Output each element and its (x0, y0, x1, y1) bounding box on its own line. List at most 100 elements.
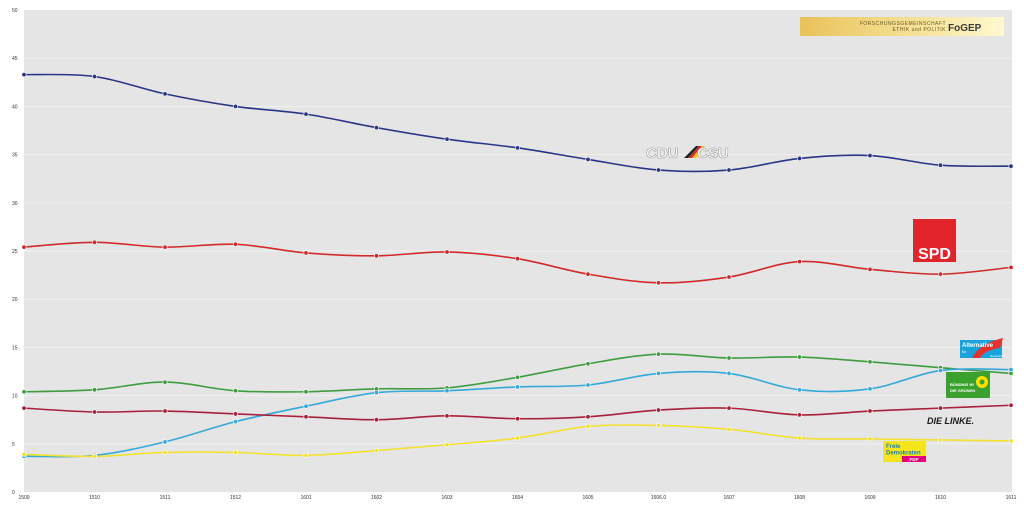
x-tick-label: 1602 (371, 495, 382, 501)
data-point (867, 153, 873, 159)
x-tick-label: 1610 (935, 495, 946, 501)
x-tick-label: 1603 (441, 495, 452, 501)
fdp-line2: Demokraten (886, 451, 921, 457)
fdp-line1: Freie (886, 444, 901, 450)
afd-line3: Deutschland (990, 354, 1007, 358)
data-point (514, 384, 520, 390)
data-point (303, 414, 309, 420)
data-point (514, 374, 520, 380)
data-point (655, 407, 661, 413)
data-point (233, 388, 239, 394)
data-point (303, 403, 309, 409)
y-tick-label: 35 (12, 153, 18, 159)
y-tick-label: 50 (12, 8, 18, 14)
data-point (514, 145, 520, 151)
y-tick-label: 5 (12, 442, 15, 448)
data-point (162, 408, 168, 414)
fdp-logo: Freie Demokraten FDP (883, 441, 926, 462)
y-tick-label: 10 (12, 394, 18, 400)
x-tick-label: 1606.0 (651, 495, 667, 501)
data-point (373, 253, 379, 259)
data-point (92, 387, 98, 393)
data-point (867, 436, 873, 442)
data-point (514, 435, 520, 441)
fogep-line2: ETHIK und POLITIK (892, 27, 946, 33)
x-tick-label: 1509 (18, 495, 29, 501)
data-point (585, 423, 591, 429)
data-point (444, 136, 450, 142)
data-point (444, 249, 450, 255)
data-point (937, 437, 943, 443)
data-point (162, 91, 168, 97)
x-tick-label: 1608 (794, 495, 805, 501)
y-tick-label: 25 (12, 249, 18, 255)
data-point (655, 370, 661, 376)
gruene-logo: BÜNDNIS 90 DIE GRÜNEN (946, 372, 990, 398)
data-point (303, 250, 309, 256)
csu-label: CSU (697, 145, 729, 162)
spd-logo: SPD (913, 219, 956, 263)
cdu-csu-logo: CDU CSU (646, 145, 729, 163)
x-tick-label: 1601 (300, 495, 311, 501)
data-point (21, 405, 27, 411)
data-point (303, 111, 309, 117)
data-point (1008, 402, 1014, 408)
flag-swoosh-icon (684, 146, 699, 158)
data-point (92, 239, 98, 245)
data-point (444, 413, 450, 419)
linke-label: DIE LINKE. (927, 416, 974, 426)
data-point (655, 422, 661, 428)
series-points (21, 72, 1014, 459)
x-tick-label: 1609 (864, 495, 875, 501)
data-point (444, 442, 450, 448)
afd-arrow-icon (972, 338, 1003, 358)
data-point (655, 167, 661, 173)
data-point (1008, 367, 1014, 373)
data-point (92, 74, 98, 80)
y-tick-label: 15 (12, 345, 18, 351)
data-point (373, 125, 379, 131)
data-point (726, 355, 732, 361)
afd-line2: für (962, 350, 967, 354)
data-point (162, 449, 168, 455)
x-tick-label: 1510 (89, 495, 100, 501)
data-point (585, 414, 591, 420)
afd-line1: Alternative (962, 343, 994, 349)
data-point (796, 435, 802, 441)
y-tick-label: 30 (12, 201, 18, 207)
data-point (444, 388, 450, 394)
data-point (937, 368, 943, 374)
data-point (21, 244, 27, 250)
gruene-line1: BÜNDNIS 90 (950, 382, 975, 387)
x-tick-label: 1607 (723, 495, 734, 501)
data-point (867, 359, 873, 365)
y-axis-ticks: 0 5 10 15 20 25 30 35 40 45 50 (12, 8, 18, 496)
data-point (162, 439, 168, 445)
data-point (1008, 264, 1014, 270)
data-point (867, 386, 873, 392)
data-point (233, 411, 239, 417)
data-point (655, 280, 661, 286)
data-point (233, 103, 239, 109)
data-point (937, 405, 943, 411)
data-point (937, 271, 943, 277)
data-point (726, 370, 732, 376)
data-point (233, 419, 239, 425)
data-point (373, 417, 379, 423)
data-point (92, 409, 98, 415)
data-point (1008, 163, 1014, 169)
data-point (233, 241, 239, 247)
data-point (726, 426, 732, 432)
fdp-line3: FDP (910, 457, 919, 462)
data-point (867, 408, 873, 414)
x-tick-label: 1511 (160, 495, 171, 501)
data-point (796, 387, 802, 393)
x-tick-label: 1605 (582, 495, 593, 501)
data-point (796, 354, 802, 360)
data-point (92, 453, 98, 459)
y-tick-label: 20 (12, 297, 18, 303)
data-point (937, 162, 943, 168)
data-point (303, 389, 309, 395)
data-point (162, 379, 168, 385)
y-tick-label: 0 (12, 490, 15, 496)
